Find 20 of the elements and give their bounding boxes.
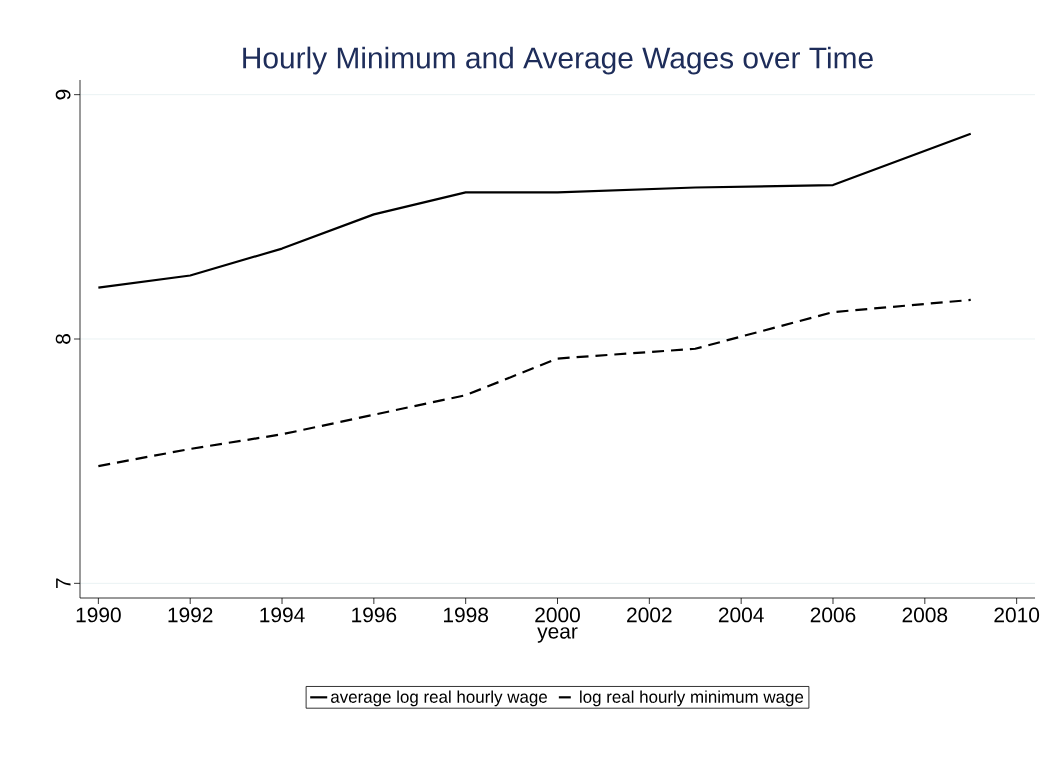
x-tick-label: 2006 (810, 607, 856, 623)
x-tick-label: 1998 (444, 607, 489, 623)
line-series (97, 298, 972, 468)
x-tick-label: 2010 (994, 607, 1040, 623)
line-series (97, 132, 972, 289)
x-tick-label: 2002 (627, 607, 672, 623)
x-tick-label: 1990 (76, 607, 121, 623)
legend-label: average log real hourly wage (331, 690, 547, 707)
x-tick-label: 2004 (718, 607, 764, 623)
chart-title: Hourly Minimum and Average Wages over Time (243, 46, 873, 75)
y-tick-label: 9 (55, 89, 71, 100)
x-tick-label: 2000 (535, 607, 580, 623)
legend-label: log real hourly minimum wage (580, 690, 804, 707)
x-tick-label: 1994 (260, 607, 305, 623)
x-tick-label: 1992 (168, 607, 213, 623)
y-tick-label: 8 (55, 334, 71, 344)
x-axis-title: year (537, 627, 578, 643)
y-tick-label: 7 (56, 578, 71, 589)
x-tick-label: 2008 (902, 607, 948, 623)
x-tick-label: 1996 (352, 607, 397, 623)
